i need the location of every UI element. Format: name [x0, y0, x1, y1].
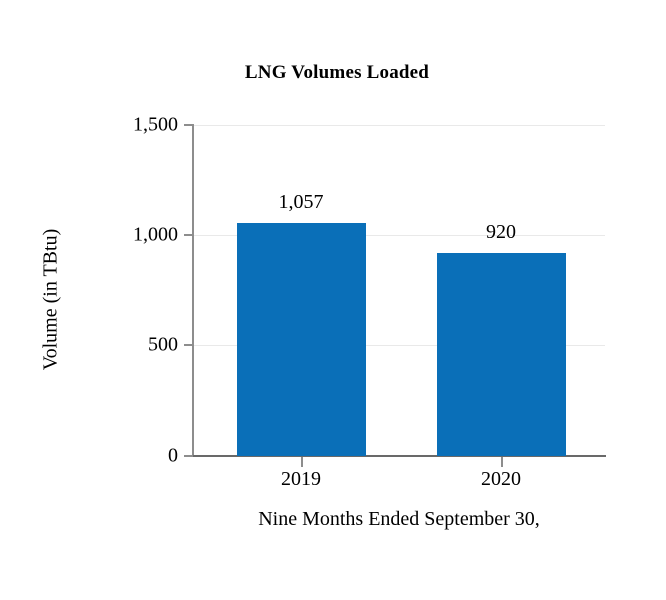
- bar-2019[interactable]: [236, 222, 366, 456]
- chart-title: LNG Volumes Loaded: [244, 62, 430, 83]
- y-tick-mark-0: [184, 455, 193, 457]
- y-tick-mark-500: [184, 344, 193, 346]
- y-tick-mark-1000: [184, 234, 193, 236]
- y-axis-tick-labels: 1,500 1,000 500 0: [86, 0, 178, 600]
- x-axis-title: Nine Months Ended September 30,: [258, 508, 540, 530]
- y-tick-mark-1500: [184, 124, 193, 126]
- y-tick-label-1500: 1,500: [133, 113, 178, 136]
- y-tick-label-500: 500: [148, 333, 178, 356]
- bar-value-label-2019: 1,057: [278, 190, 324, 213]
- bar-2020[interactable]: [436, 252, 566, 456]
- x-axis-line: [192, 455, 606, 457]
- y-tick-label-1000: 1,000: [133, 223, 178, 246]
- gridline-1500: [193, 125, 605, 126]
- gridline-1000: [193, 235, 605, 236]
- bar-value-label-2020: 920: [486, 220, 516, 243]
- y-axis-title: Volume (in TBtu): [39, 228, 62, 371]
- y-tick-label-0: 0: [168, 444, 178, 467]
- x-tick-label-2020: 2020: [481, 468, 521, 490]
- x-tick-label-2019: 2019: [281, 468, 321, 490]
- x-tick-mark-2019: [301, 457, 303, 467]
- x-tick-mark-2020: [501, 457, 503, 467]
- y-axis-line: [192, 124, 194, 457]
- plot-area: [193, 125, 605, 456]
- gridline-500: [193, 345, 605, 346]
